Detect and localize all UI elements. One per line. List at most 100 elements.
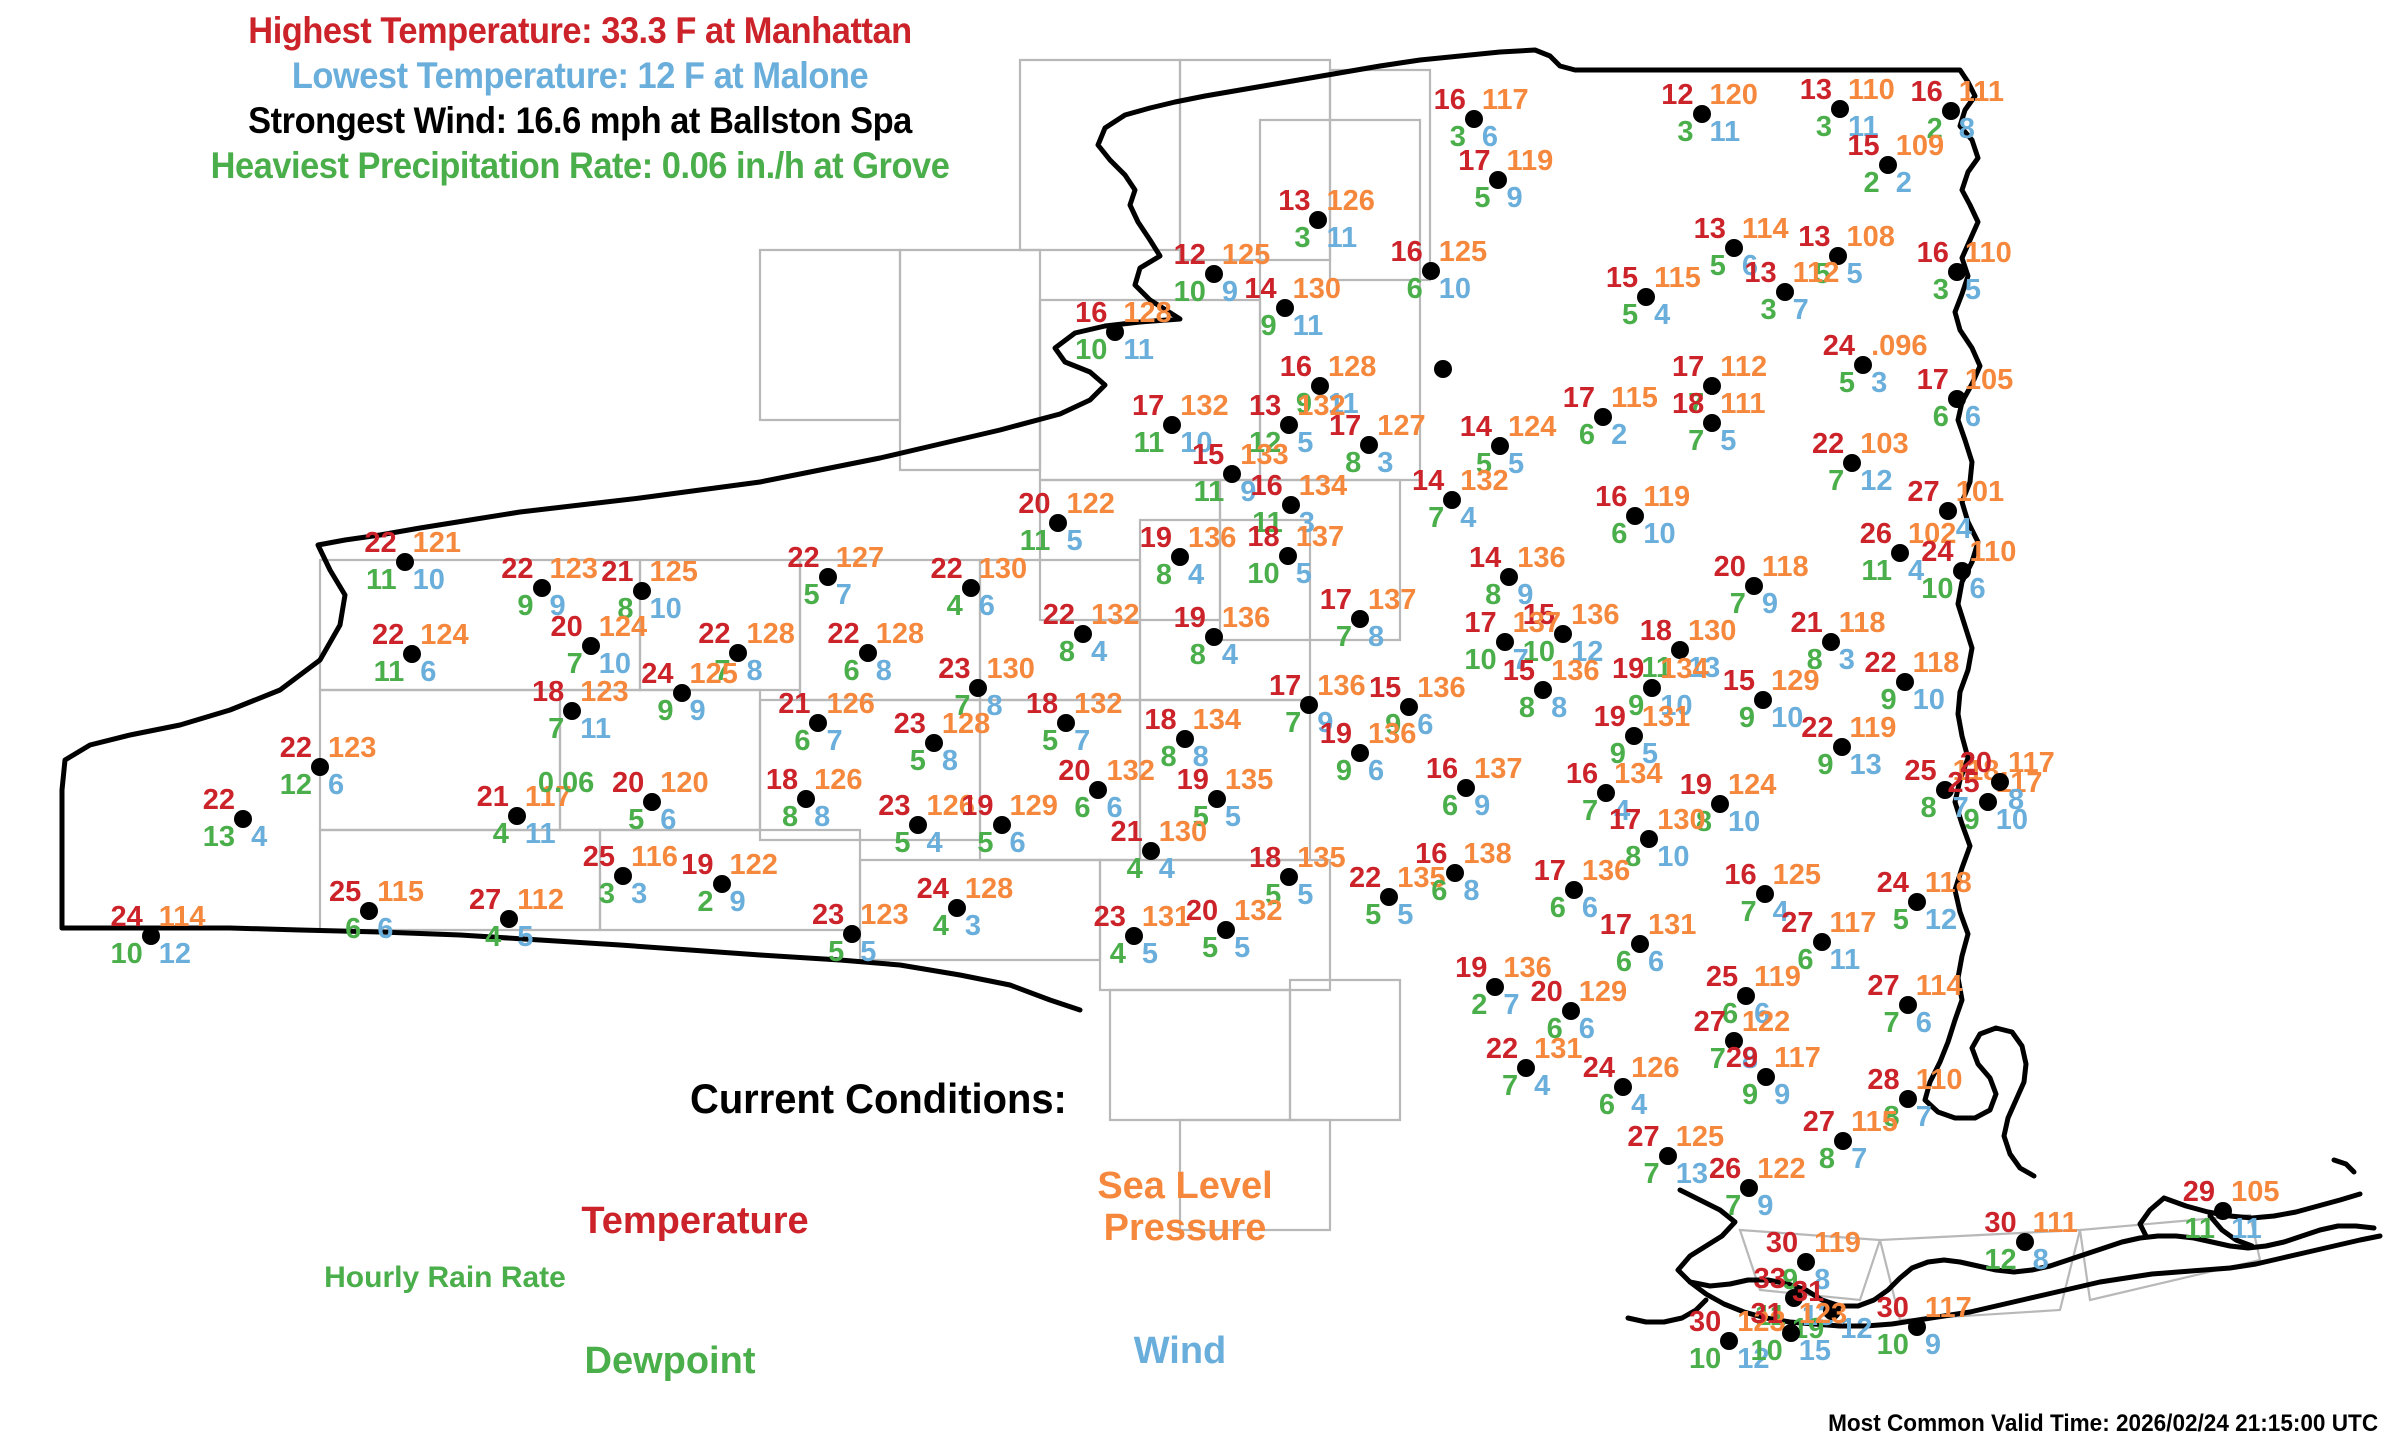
station-dot-icon xyxy=(1163,415,1182,434)
station-dot-icon xyxy=(1597,783,1616,802)
station-wind: 8 xyxy=(2032,1244,2049,1277)
station-dot-icon xyxy=(1895,672,1914,691)
station-dot-icon xyxy=(858,643,877,662)
station-pressure: 135 xyxy=(1397,862,1446,895)
station-temperature: 19 xyxy=(681,848,714,881)
station-dewpoint: 6 xyxy=(1074,791,1091,824)
station-dot-icon xyxy=(1564,880,1583,899)
station-pressure: 132 xyxy=(1297,389,1346,422)
station-wind: 10 xyxy=(1771,702,1804,735)
station-pressure: 114 xyxy=(158,900,206,933)
station-dot-icon xyxy=(1443,491,1462,510)
station-dewpoint: 5 xyxy=(803,579,820,612)
station-wind: 9 xyxy=(729,885,746,918)
station-dewpoint: 7 xyxy=(1688,388,1705,421)
station-dot-icon xyxy=(1703,377,1722,396)
station-temperature: 14 xyxy=(1459,411,1492,444)
station-wind: 11 xyxy=(524,817,556,850)
station-dewpoint: 5 xyxy=(828,936,845,969)
station-wind: 7 xyxy=(1503,988,1520,1021)
station-dot-icon xyxy=(1703,414,1722,433)
station-dot-icon xyxy=(1952,562,1971,581)
station-pressure: 132 xyxy=(1180,389,1229,422)
station-pressure: 136 xyxy=(1368,717,1417,750)
station-dewpoint: 5 xyxy=(1838,366,1856,399)
station-wind: 9 xyxy=(1317,706,1334,739)
station-dewpoint: 4 xyxy=(946,590,963,622)
station-pressure: 118 xyxy=(1912,646,1960,679)
station-dewpoint: 9 xyxy=(1880,683,1897,716)
station-pressure: 128 xyxy=(964,873,1014,906)
station-wind: 6 xyxy=(1417,708,1434,741)
station-dot-icon xyxy=(614,866,633,885)
station-temperature: 22 xyxy=(1812,428,1845,461)
station-dewpoint: 2 xyxy=(1926,112,1943,145)
station-wind: 12 xyxy=(1737,1342,1770,1375)
station-wind: 11 xyxy=(1328,388,1359,421)
station-dewpoint: 3 xyxy=(1815,111,1832,144)
station-pressure: 132 xyxy=(1106,754,1155,787)
valid-time-footer: Most Common Valid Time: 2026/02/24 21:15… xyxy=(1827,1410,2378,1437)
station-wind: 11 xyxy=(1326,222,1358,255)
station-dewpoint: 6 xyxy=(1406,272,1423,305)
station-temperature: 21 xyxy=(778,688,811,721)
station-wind: 9 xyxy=(1517,579,1534,612)
legend-dewpoint: Dewpoint xyxy=(584,1340,756,1382)
station-temperature: 26 xyxy=(1859,517,1892,550)
station-wind: 5 xyxy=(1720,425,1737,458)
station-wind: 2 xyxy=(1611,419,1628,452)
strongest-wind-line: Strongest Wind: 16.6 mph at Ballston Spa xyxy=(248,100,912,141)
station-dewpoint: 5 xyxy=(1814,257,1831,290)
station-temperature: 18 xyxy=(1247,520,1280,553)
station-wind: 6 xyxy=(1368,754,1385,787)
station-temperature: 16 xyxy=(1910,75,1943,108)
station-wind: 6 xyxy=(1648,945,1665,978)
station-wind: 10 xyxy=(1180,426,1213,459)
station-wind: 4 xyxy=(251,820,268,853)
station-dewpoint: 8 xyxy=(1160,740,1177,773)
station-dewpoint: 8 xyxy=(1883,1101,1900,1134)
station-dot-icon xyxy=(924,734,943,753)
station-dewpoint: 7 xyxy=(1582,794,1599,827)
station-temperature: 24 xyxy=(1822,329,1856,362)
station-dot-icon xyxy=(1941,101,1960,120)
station-temperature: 17 xyxy=(1328,409,1362,442)
station-dewpoint: 9 xyxy=(1385,708,1402,741)
station-dewpoint: 5 xyxy=(977,827,994,860)
station-temperature: 18 xyxy=(532,676,565,709)
station-dot-icon xyxy=(1360,435,1379,454)
station-dot-icon xyxy=(1204,628,1223,647)
station-dewpoint: 3 xyxy=(1760,294,1777,327)
station-wind: 4 xyxy=(1908,554,1925,587)
station-dewpoint: 5 xyxy=(628,803,645,836)
station-dot-icon xyxy=(1534,680,1553,699)
heaviest-precip-line: Heaviest Precipitation Rate: 0.06 in./h … xyxy=(210,145,950,186)
station-pressure: 128 xyxy=(1123,297,1172,330)
station-pressure: 115 xyxy=(1654,262,1701,295)
station-temperature: 27 xyxy=(1627,1120,1660,1153)
station-dewpoint: 5 xyxy=(1709,249,1726,282)
station-wind: 7 xyxy=(1851,1142,1868,1175)
station-dewpoint: 7 xyxy=(1740,896,1757,929)
station-dewpoint: 4 xyxy=(485,920,502,953)
station-dot-icon xyxy=(1631,934,1649,953)
station-temperature: 16 xyxy=(1390,235,1423,268)
station-temperature: 19 xyxy=(1455,951,1488,984)
station-pressure: 125 xyxy=(1438,235,1488,268)
station-wind: 5 xyxy=(1141,937,1158,970)
station-dewpoint: 5 xyxy=(909,745,926,778)
station-dewpoint: 7 xyxy=(548,713,565,746)
station-temperature: 20 xyxy=(1058,754,1091,787)
station-wind: 5 xyxy=(1397,899,1414,932)
station-temperature: 19 xyxy=(1679,768,1712,801)
station-dewpoint: 4 xyxy=(932,910,949,943)
station-pressure: 134 xyxy=(1298,469,1348,502)
station-temperature: 29 xyxy=(2182,1176,2216,1209)
station-wind: 6 xyxy=(1106,791,1123,824)
station-temperature: 22 xyxy=(698,617,731,650)
station-pressure: 122 xyxy=(1741,1005,1791,1038)
station-wind: 9 xyxy=(1474,790,1491,823)
station-pressure: 134 xyxy=(1614,757,1663,790)
station-dewpoint: 5 xyxy=(1192,800,1209,833)
station-temperature: 21 xyxy=(1110,816,1143,849)
